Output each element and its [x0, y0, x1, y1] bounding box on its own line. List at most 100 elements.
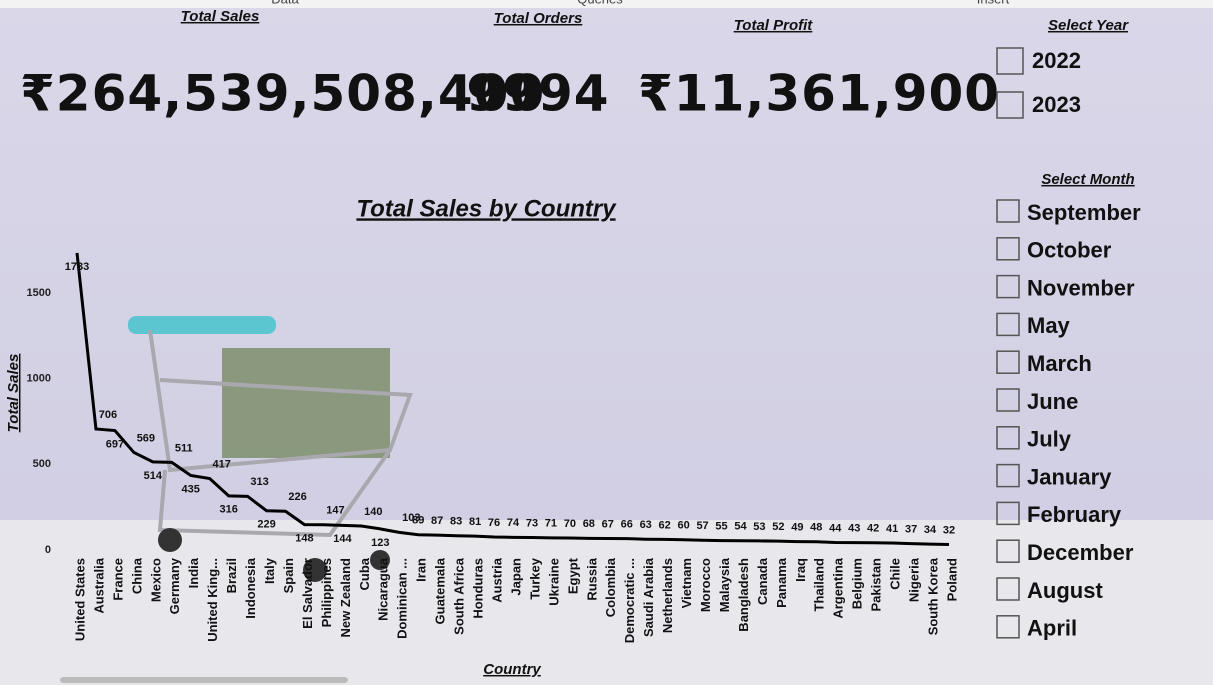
data-label: 140 — [364, 506, 382, 518]
slicer-option[interactable]: February — [1027, 502, 1122, 527]
ribbon-tab[interactable]: Insert — [977, 0, 1010, 6]
x-tick-label: South Africa — [452, 557, 467, 635]
data-label: 514 — [144, 470, 163, 482]
x-tick-label: France — [110, 558, 125, 601]
slicer-option[interactable]: 2023 — [1032, 92, 1081, 117]
x-tick-label: Turkey — [527, 557, 542, 599]
data-label: 44 — [829, 522, 842, 534]
data-label: 71 — [545, 518, 557, 530]
checkbox[interactable] — [996, 199, 1020, 223]
checkbox[interactable] — [996, 350, 1020, 374]
x-tick-label: Germany — [167, 557, 182, 614]
x-tick-label: Guatemala — [433, 557, 448, 624]
data-label: 48 — [810, 522, 822, 534]
ribbon-tab[interactable]: Queries — [577, 0, 623, 6]
x-tick-label: Australia — [91, 557, 106, 613]
data-label: 144 — [333, 533, 352, 545]
x-tick-label: South Korea — [925, 557, 940, 635]
x-tick-label: Dominican ... — [395, 558, 410, 639]
x-axis-title: Country — [483, 661, 541, 678]
x-tick-label: Malaysia — [717, 557, 732, 612]
x-tick-label: Egypt — [565, 557, 580, 594]
checkbox[interactable] — [996, 463, 1020, 488]
data-label: 83 — [450, 516, 462, 528]
data-label: 511 — [175, 442, 193, 454]
x-tick-label: Poland — [944, 558, 959, 601]
kpi-title: Total Sales — [181, 8, 260, 25]
data-label: 74 — [507, 517, 520, 529]
x-tick-label: Spain — [281, 558, 296, 593]
kpi-title: Total Orders — [494, 10, 583, 27]
slicer-option[interactable]: January — [1027, 464, 1112, 489]
slicer-option[interactable]: July — [1027, 427, 1072, 452]
slicer-option[interactable]: March — [1027, 351, 1092, 376]
slicer-option[interactable]: December — [1027, 540, 1134, 565]
slicer-title: Select Year — [1048, 17, 1129, 34]
checkbox[interactable] — [996, 426, 1020, 450]
y-tick-label: 500 — [33, 458, 51, 470]
data-label: 55 — [715, 520, 727, 532]
x-tick-label: El Salvador — [300, 558, 315, 629]
checkbox[interactable] — [996, 577, 1020, 601]
x-tick-label: Vietnam — [679, 558, 694, 608]
checkbox[interactable] — [996, 312, 1020, 337]
x-tick-label: Mexico — [148, 558, 163, 602]
x-tick-label: Nicaragua — [376, 557, 391, 621]
checkbox[interactable] — [996, 615, 1020, 639]
x-tick-label: Philippines — [319, 558, 334, 627]
kpi-value: ₹264,539,508,400 — [20, 65, 545, 123]
data-label: 32 — [943, 524, 955, 536]
data-label: 226 — [288, 491, 306, 503]
data-label: 103 — [402, 512, 420, 524]
x-tick-label: Honduras — [471, 558, 486, 619]
slicer-option[interactable]: September — [1027, 200, 1141, 225]
x-tick-label: Iran — [414, 558, 429, 582]
data-label: 89 — [412, 515, 424, 527]
slicer-title: Select Month — [1041, 171, 1134, 188]
data-label: 67 — [602, 518, 614, 530]
x-tick-label: Cuba — [357, 557, 372, 590]
x-tick-label: Iraq — [793, 558, 808, 582]
checkbox[interactable] — [996, 501, 1020, 526]
data-label: 435 — [182, 483, 200, 495]
data-label: 62 — [659, 519, 671, 531]
x-tick-label: Chile — [888, 558, 903, 590]
x-tick-label: Japan — [508, 558, 523, 596]
data-label: 147 — [326, 505, 344, 517]
ribbon-tab[interactable]: Data — [271, 0, 299, 6]
slicer-option[interactable]: April — [1027, 616, 1077, 641]
x-tick-label: Saudi Arabia — [641, 557, 656, 637]
slicer-option[interactable]: May — [1027, 313, 1071, 338]
chart-title: Total Sales by Country — [356, 195, 617, 222]
x-tick-label: Canada — [755, 557, 770, 605]
x-tick-label: Nigeria — [907, 557, 922, 602]
data-label: 49 — [791, 522, 803, 534]
slicer-option[interactable]: August — [1027, 578, 1103, 603]
x-tick-label: Thailand — [812, 558, 827, 612]
slicer-option[interactable]: 2022 — [1032, 48, 1081, 73]
data-label: 316 — [219, 504, 237, 516]
slicer-option[interactable]: June — [1027, 389, 1078, 414]
x-tick-label: Argentina — [831, 557, 846, 618]
data-label: 57 — [696, 520, 708, 532]
data-label: 73 — [526, 517, 538, 529]
data-label: 313 — [250, 476, 268, 488]
checkbox[interactable] — [996, 539, 1020, 563]
checkbox[interactable] — [996, 47, 1024, 75]
x-tick-label: Netherlands — [660, 558, 675, 633]
kpi-value: 9994 — [466, 65, 609, 123]
data-label: 43 — [848, 523, 860, 535]
checkbox[interactable] — [996, 91, 1024, 119]
slicer-option[interactable]: November — [1027, 275, 1135, 300]
checkbox[interactable] — [996, 274, 1020, 299]
scrollbar[interactable] — [60, 677, 348, 683]
data-label: 81 — [469, 516, 481, 528]
x-tick-label: India — [186, 557, 201, 588]
x-tick-label: Indonesia — [243, 557, 258, 618]
checkbox[interactable] — [996, 388, 1020, 412]
floor — [0, 520, 1213, 685]
slicer-option[interactable]: October — [1027, 238, 1112, 263]
cart-illustration — [128, 316, 413, 582]
checkbox[interactable] — [996, 237, 1020, 261]
